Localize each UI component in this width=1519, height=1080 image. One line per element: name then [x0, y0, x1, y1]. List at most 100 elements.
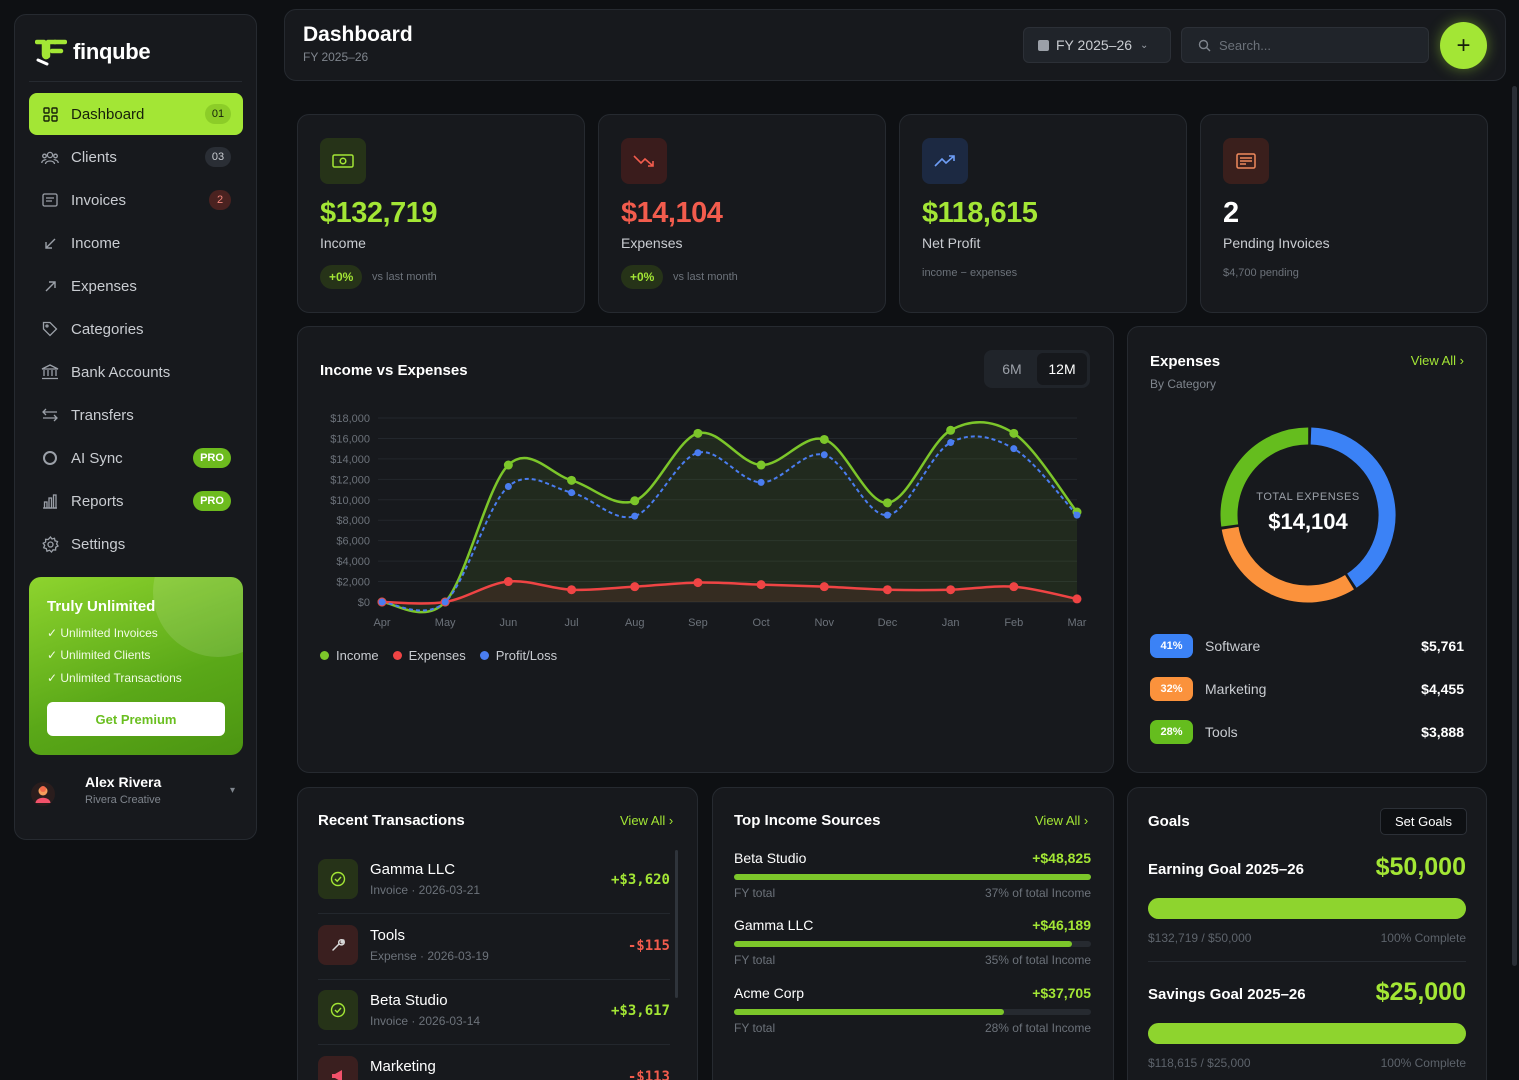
gear-icon	[41, 535, 59, 553]
source-share-fill	[734, 941, 1072, 947]
goal-complete-text: 100% Complete	[1380, 1056, 1466, 1070]
premium-promo-card: Truly Unlimited ✓ Unlimited Invoices ✓ U…	[29, 577, 243, 755]
view-all-transactions-link[interactable]: View All ›	[620, 813, 674, 828]
add-new-button[interactable]: +	[1440, 22, 1487, 69]
sidebar-item-label: Settings	[71, 535, 126, 553]
sidebar-item-bank-accounts[interactable]: Bank Accounts	[29, 351, 243, 393]
expenses-point	[1072, 594, 1082, 604]
legend-dot	[479, 651, 489, 660]
sidebar-item-label: Bank Accounts	[71, 363, 171, 381]
x-tick-label: Feb	[1004, 617, 1023, 629]
chevron-down-icon: ⌄	[1140, 39, 1149, 51]
change-badge: +0%	[320, 265, 363, 289]
transaction-row[interactable]: Tools Expense · 2026-03-19 -$115	[318, 914, 670, 980]
transaction-row[interactable]: Marketing -$113	[318, 1045, 670, 1080]
fiscal-year-select[interactable]: FY 2025–26 ⌄	[1023, 27, 1171, 63]
page-scrollbar[interactable]	[1512, 86, 1517, 966]
sidebar-item-ai-sync[interactable]: AI Sync PRO	[29, 437, 243, 479]
income-area	[382, 422, 1077, 613]
goal-progress-fill	[1148, 898, 1466, 919]
expense-category-row[interactable]: 41% Software $5,761	[1150, 633, 1464, 659]
legend-profit-loss[interactable]: Profit/Loss	[479, 648, 558, 663]
goal-progress-text: $132,719 / $50,000	[1148, 931, 1252, 945]
profit-loss-point	[504, 482, 512, 490]
top-income-sources-card: Top Income Sources View All › Beta Studi…	[712, 787, 1114, 1080]
goal-progress-text: $118,615 / $25,000	[1148, 1056, 1251, 1070]
legend-expenses[interactable]: Expenses	[392, 648, 466, 663]
range-6m-button[interactable]: 6M	[1002, 361, 1022, 377]
expenses-point	[882, 585, 892, 595]
sidebar-item-expenses[interactable]: Expenses	[29, 265, 243, 307]
fiscal-year-value: FY 2025–26	[1056, 37, 1133, 53]
expenses-point	[503, 577, 513, 587]
sidebar-item-label: Transfers	[71, 406, 134, 424]
stat-note: income − expenses	[922, 267, 1018, 279]
sidebar-item-categories[interactable]: Categories	[29, 308, 243, 350]
range-12m-button[interactable]: 12M	[1037, 353, 1087, 385]
transaction-amount: -$113	[627, 1069, 670, 1080]
calendar-icon	[1038, 39, 1049, 51]
expense-category-row[interactable]: 28% Tools $3,888	[1150, 719, 1464, 745]
expense-category-row[interactable]: 32% Marketing $4,455	[1150, 676, 1464, 702]
set-goals-button[interactable]: Set Goals	[1380, 808, 1467, 835]
expenses-line	[381, 580, 1078, 605]
income-source-row[interactable]: Acme Corp +$37,705 FY total 28% of total…	[734, 985, 1091, 1045]
cash-icon	[320, 138, 366, 184]
source-amount: +$37,705	[1032, 985, 1091, 1001]
sidebar-item-income[interactable]: Income	[29, 222, 243, 264]
brand-logo[interactable]: finqube	[35, 37, 151, 67]
donut-slice-software	[1310, 427, 1396, 588]
search-input[interactable]	[1219, 37, 1409, 53]
expenses-area	[382, 581, 1077, 604]
legend-income[interactable]: Income	[320, 648, 379, 663]
x-tick-label: Dec	[878, 617, 898, 629]
sidebar-item-reports[interactable]: Reports PRO	[29, 480, 243, 522]
check-circle-icon	[318, 859, 358, 899]
stat-note: vs last month	[372, 271, 437, 283]
profit-loss-point	[947, 439, 955, 447]
legend-dot	[320, 651, 329, 660]
transaction-row[interactable]: Beta Studio Invoice · 2026-03-14 +$3,617	[318, 979, 670, 1045]
source-share-text: 28% of total Income	[984, 1021, 1091, 1035]
view-all-expenses-link[interactable]: View All ›	[1410, 353, 1464, 368]
percent-badge: 41%	[1150, 634, 1193, 658]
goal-divider	[1148, 961, 1466, 962]
sidebar-divider	[29, 81, 242, 82]
sidebar-item-transfers[interactable]: Transfers	[29, 394, 243, 436]
sidebar-item-invoices[interactable]: Invoices 2	[29, 179, 243, 221]
chevron-down-icon: ▾	[229, 785, 235, 796]
income-point	[1009, 428, 1019, 438]
view-all-income-sources-link[interactable]: View All ›	[1035, 813, 1089, 828]
chart-legend: Income Expenses Profit/Loss	[320, 648, 557, 663]
stat-label: Net Profit	[922, 235, 981, 251]
goal-target: $25,000	[1375, 978, 1466, 1006]
income-source-row[interactable]: Gamma LLC +$46,189 FY total 35% of total…	[734, 917, 1091, 977]
pending-invoices-stat-card: 2 Pending Invoices $4,700 pending	[1200, 114, 1488, 313]
expenses-point	[630, 582, 640, 592]
expenses-point	[756, 580, 766, 590]
sidebar-item-dashboard[interactable]: Dashboard 01	[29, 93, 243, 135]
y-tick-label: $2,000	[336, 577, 370, 589]
income-point	[882, 498, 892, 508]
transaction-row[interactable]: Gamma LLC Invoice · 2026-03-21 +$3,620	[318, 848, 670, 914]
income-vs-expenses-card: Income vs Expenses 6M 12M $0 $2,000 $4,000…	[297, 326, 1114, 773]
clients-count-badge: 03	[205, 147, 231, 167]
stat-label: Expenses	[621, 235, 683, 251]
user-profile-menu[interactable]: Alex Rivera Rivera Creative ▾	[29, 765, 243, 825]
card-title: Recent Transactions	[318, 812, 465, 829]
transactions-scrollbar[interactable]	[675, 850, 678, 998]
transaction-name: Beta Studio	[370, 992, 448, 1009]
sidebar-item-settings[interactable]: Settings	[29, 523, 243, 565]
sidebar-item-label: Dashboard	[71, 105, 145, 123]
get-premium-button[interactable]: Get Premium	[47, 702, 225, 736]
goal-name: Earning Goal 2025–26	[1148, 861, 1304, 878]
sidebar-item-label: Expenses	[71, 277, 137, 295]
x-tick-label: Nov	[814, 617, 834, 629]
expenses-by-category-card: Expenses By Category View All › TOTAL EX…	[1127, 326, 1487, 773]
search-box[interactable]	[1181, 27, 1429, 63]
sidebar-item-clients[interactable]: Clients 03	[29, 136, 243, 178]
x-tick-label: Jun	[499, 617, 517, 629]
legend-label: Profit/Loss	[495, 648, 558, 663]
income-source-row[interactable]: Beta Studio +$48,825 FY total 37% of tot…	[734, 850, 1091, 910]
income-point	[503, 460, 513, 470]
